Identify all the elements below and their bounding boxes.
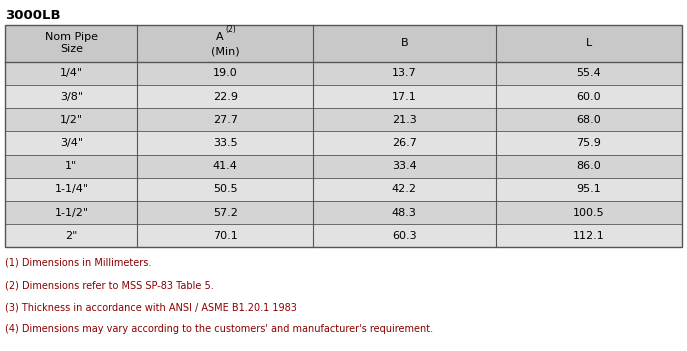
Bar (5, 178, 682, 201)
Bar (5, 62, 682, 85)
Bar (5, 224, 682, 247)
Text: L: L (585, 38, 592, 48)
Bar (5, 25, 682, 62)
Bar (5, 85, 682, 108)
Text: (2): (2) (225, 25, 236, 34)
Text: Nom Pipe
Size: Nom Pipe Size (45, 32, 98, 54)
Text: 100.5: 100.5 (573, 208, 605, 218)
Bar (5, 201, 682, 224)
Text: 60.0: 60.0 (576, 92, 601, 101)
Text: 13.7: 13.7 (392, 68, 417, 78)
Text: 55.4: 55.4 (576, 68, 601, 78)
Text: (3) Thickness in accordance with ANSI / ASME B1.20.1 1983: (3) Thickness in accordance with ANSI / … (5, 302, 297, 312)
Text: (1) Dimensions in Millimeters.: (1) Dimensions in Millimeters. (5, 258, 152, 268)
Text: 57.2: 57.2 (213, 208, 238, 218)
Text: (4) Dimensions may vary according to the customers' and manufacturer's requireme: (4) Dimensions may vary according to the… (5, 324, 433, 334)
Bar (5, 25, 682, 247)
Text: 75.9: 75.9 (576, 138, 601, 148)
Text: 48.3: 48.3 (392, 208, 417, 218)
Text: 86.0: 86.0 (576, 161, 601, 171)
Text: (2) Dimensions refer to MSS SP-83 Table 5.: (2) Dimensions refer to MSS SP-83 Table … (5, 280, 214, 290)
Bar (5, 108, 682, 131)
Text: B: B (401, 38, 408, 48)
Text: 42.2: 42.2 (392, 184, 417, 194)
Text: 27.7: 27.7 (213, 115, 238, 125)
Text: 33.4: 33.4 (392, 161, 417, 171)
Bar (5, 131, 682, 154)
Text: 1/4": 1/4" (60, 68, 83, 78)
Text: 68.0: 68.0 (576, 115, 601, 125)
Text: 17.1: 17.1 (392, 92, 417, 101)
Text: A: A (216, 32, 223, 42)
Text: 41.4: 41.4 (213, 161, 238, 171)
Text: 60.3: 60.3 (392, 231, 416, 241)
Text: 70.1: 70.1 (213, 231, 238, 241)
Text: 50.5: 50.5 (213, 184, 238, 194)
Text: 21.3: 21.3 (392, 115, 417, 125)
Text: 2": 2" (65, 231, 78, 241)
Text: 95.1: 95.1 (576, 184, 601, 194)
Text: 112.1: 112.1 (573, 231, 605, 241)
Bar (5, 154, 682, 178)
Text: 1": 1" (65, 161, 78, 171)
Text: 3/8": 3/8" (60, 92, 83, 101)
Text: (Min): (Min) (211, 47, 240, 57)
Text: 3/4": 3/4" (60, 138, 83, 148)
Text: 26.7: 26.7 (392, 138, 417, 148)
Text: 1/2": 1/2" (60, 115, 83, 125)
Text: 1-1/2": 1-1/2" (54, 208, 89, 218)
Text: 22.9: 22.9 (213, 92, 238, 101)
Text: 3000LB: 3000LB (5, 9, 61, 22)
Text: 1-1/4": 1-1/4" (54, 184, 89, 194)
Text: 33.5: 33.5 (213, 138, 238, 148)
Text: 19.0: 19.0 (213, 68, 238, 78)
